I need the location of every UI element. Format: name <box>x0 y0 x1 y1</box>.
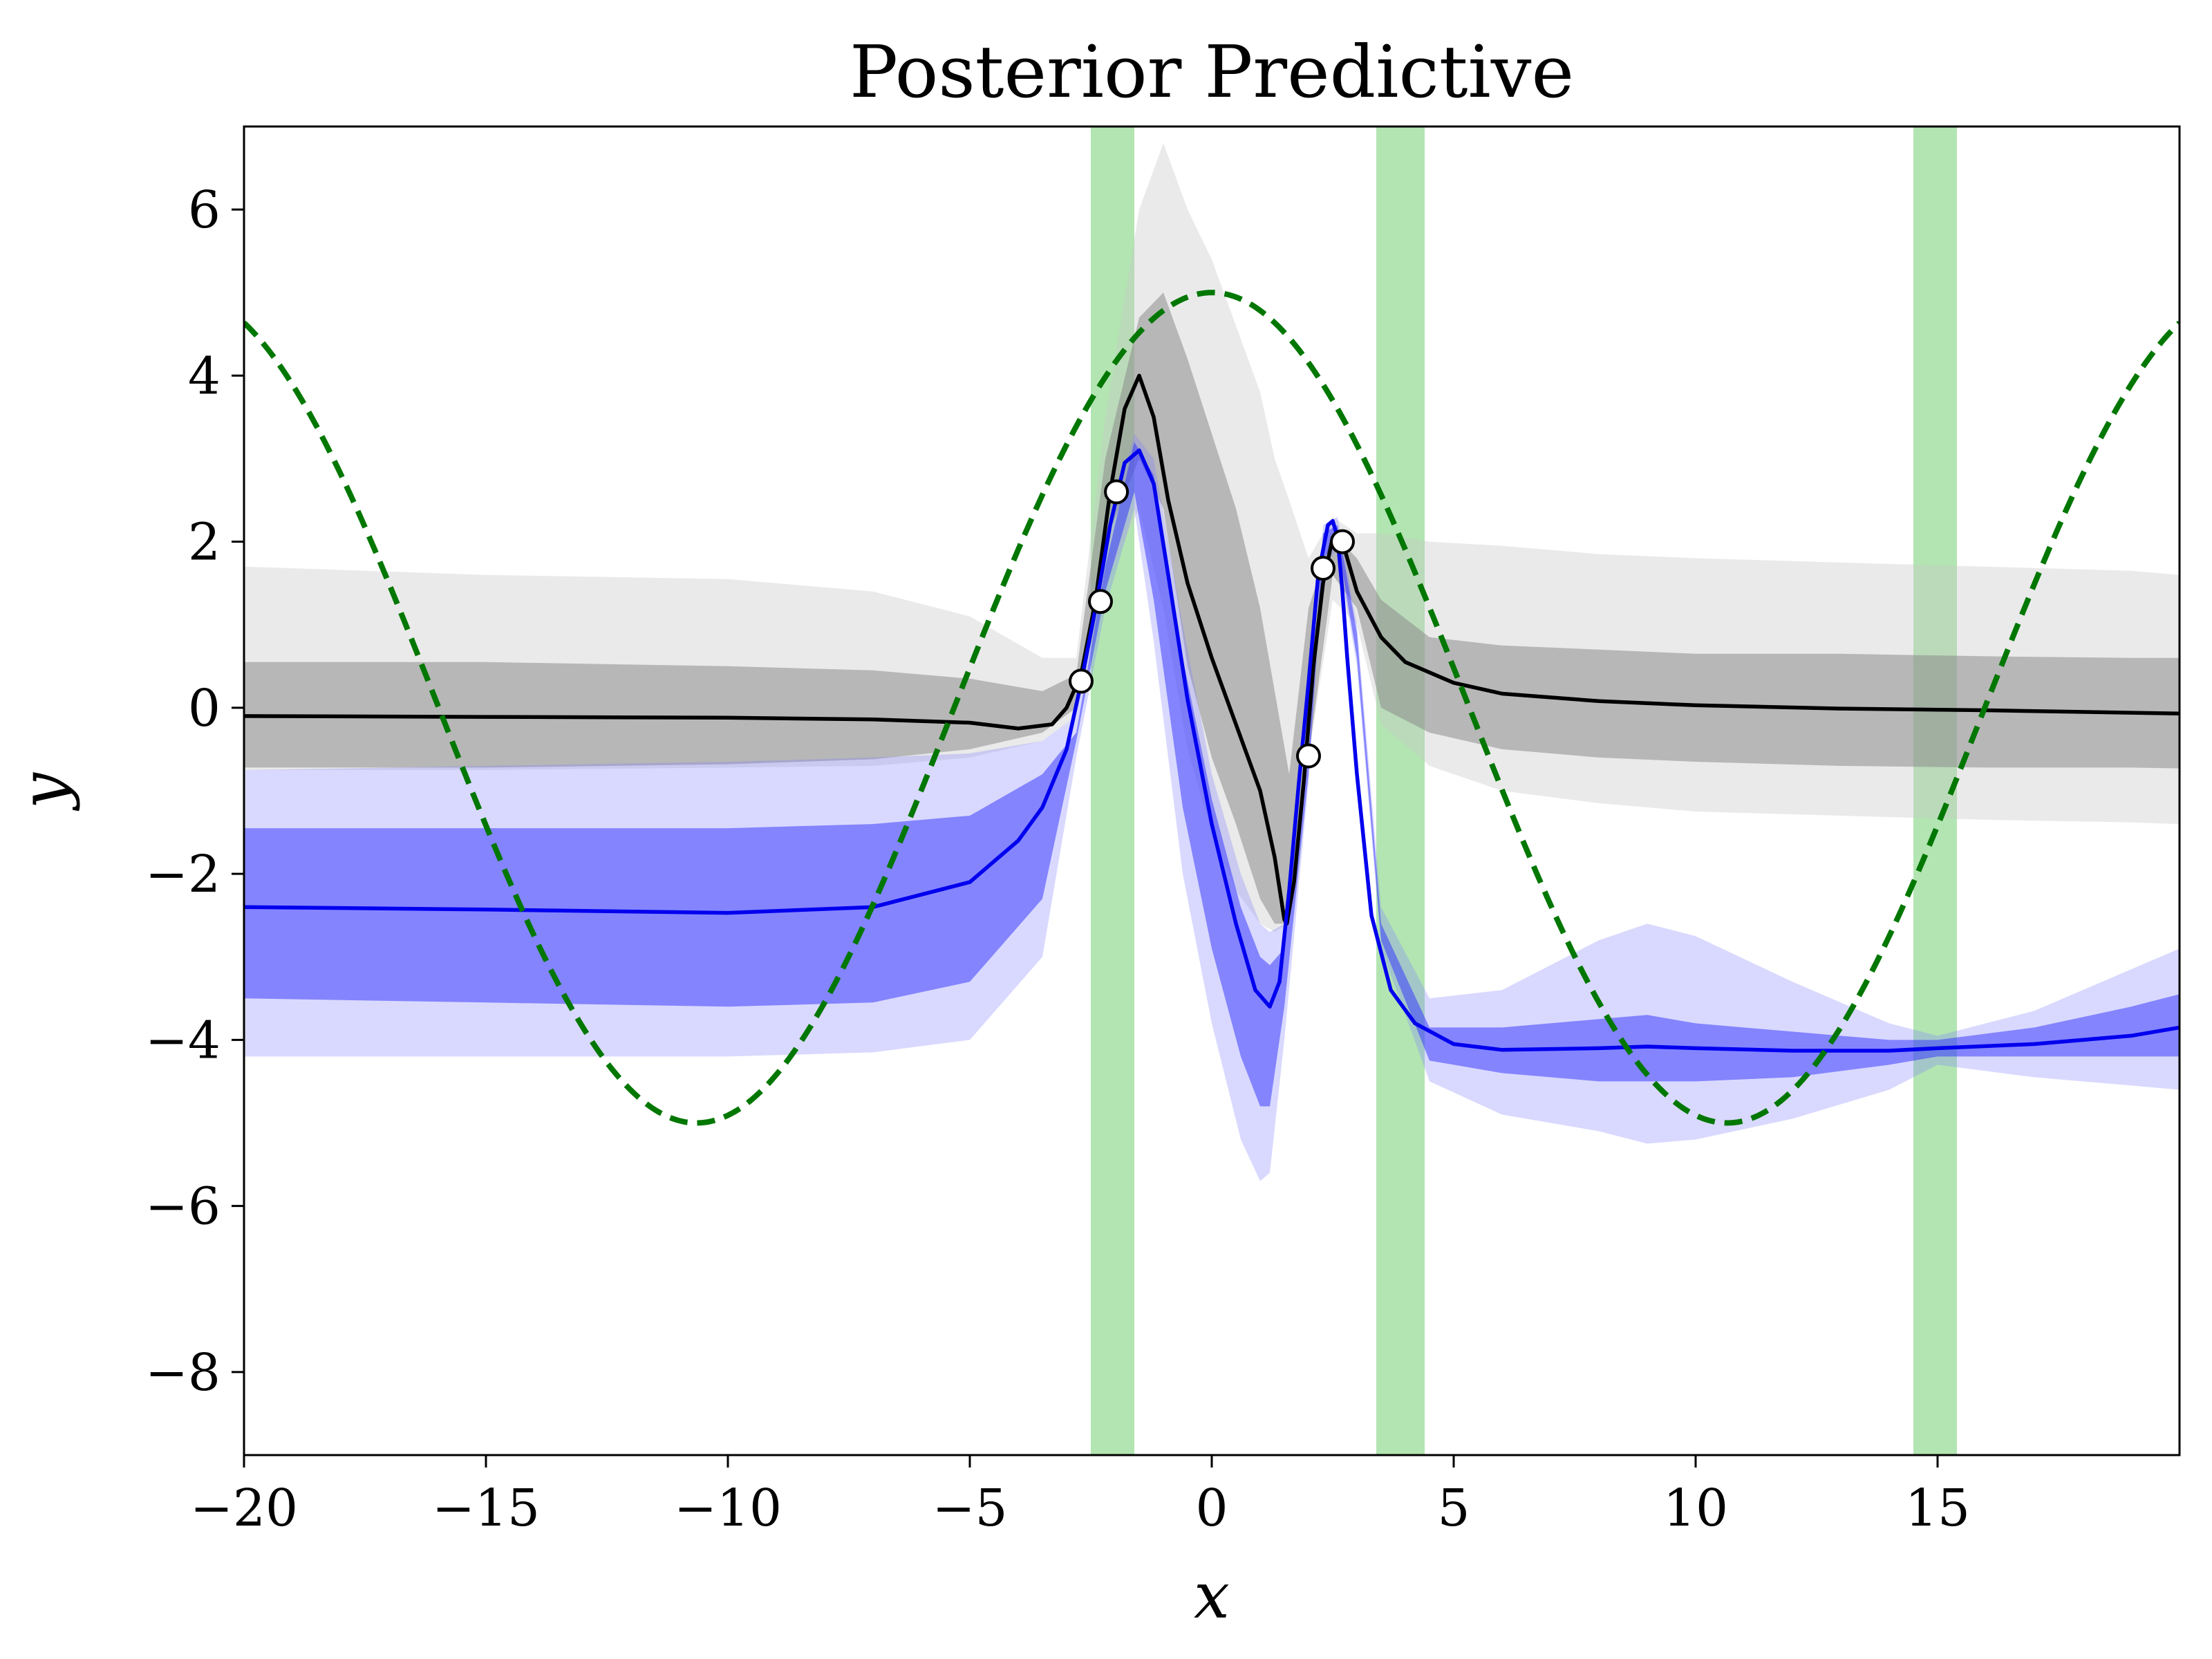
y-tick-label-7: 6 <box>188 180 221 240</box>
x-axis-label: x <box>1194 1559 1230 1633</box>
chart-title: Posterior Predictive <box>850 30 1574 114</box>
x-tick-label-5: 5 <box>1437 1479 1470 1538</box>
observations <box>1069 479 1355 769</box>
x-tick-label-0: −20 <box>190 1479 298 1538</box>
observation-point-5 <box>1330 529 1355 554</box>
y-tick-label-0: −8 <box>145 1343 221 1403</box>
y-tick-label-1: −6 <box>145 1177 221 1237</box>
observation-point-1 <box>1088 589 1113 615</box>
highlight-region-0 <box>1091 126 1134 1455</box>
observation-point-2 <box>1104 479 1130 505</box>
y-tick-label-2: −4 <box>145 1011 221 1070</box>
observation-point-0 <box>1069 668 1094 694</box>
blue-inner-band <box>244 442 2180 1107</box>
y-tick-label-3: −2 <box>145 845 221 904</box>
y-tick-label-6: 4 <box>188 346 221 406</box>
x-axis-ticks: −20 −15 −10 −5 0 5 10 15 <box>190 1455 1970 1538</box>
x-tick-label-3: −5 <box>932 1479 1007 1538</box>
true-function-line <box>244 290 2180 1126</box>
highlight-region-1 <box>1376 126 1425 1455</box>
mean-line-0 <box>244 373 2180 926</box>
true-function <box>244 290 2180 1126</box>
black-inner-band <box>244 292 2180 924</box>
uncertainty-bands <box>244 143 2180 1181</box>
y-axis-ticks: −8 −6 −4 −2 0 2 4 6 <box>145 180 244 1403</box>
x-tick-label-2: −10 <box>674 1479 782 1538</box>
observation-point-3 <box>1296 743 1321 769</box>
observation-point-4 <box>1311 556 1335 581</box>
x-tick-label-1: −15 <box>432 1479 540 1538</box>
y-tick-label-4: 0 <box>188 679 221 738</box>
plot-area <box>244 126 2180 1455</box>
x-tick-label-6: 10 <box>1663 1479 1728 1538</box>
y-tick-label-5: 2 <box>188 513 221 572</box>
y-axis-label: y <box>7 772 81 812</box>
highlight-regions <box>1091 126 1957 1455</box>
x-tick-label-7: 15 <box>1905 1479 1970 1538</box>
x-tick-label-4: 0 <box>1195 1479 1228 1538</box>
mean-line-1 <box>244 448 2180 1053</box>
series-lines <box>244 373 2180 1053</box>
